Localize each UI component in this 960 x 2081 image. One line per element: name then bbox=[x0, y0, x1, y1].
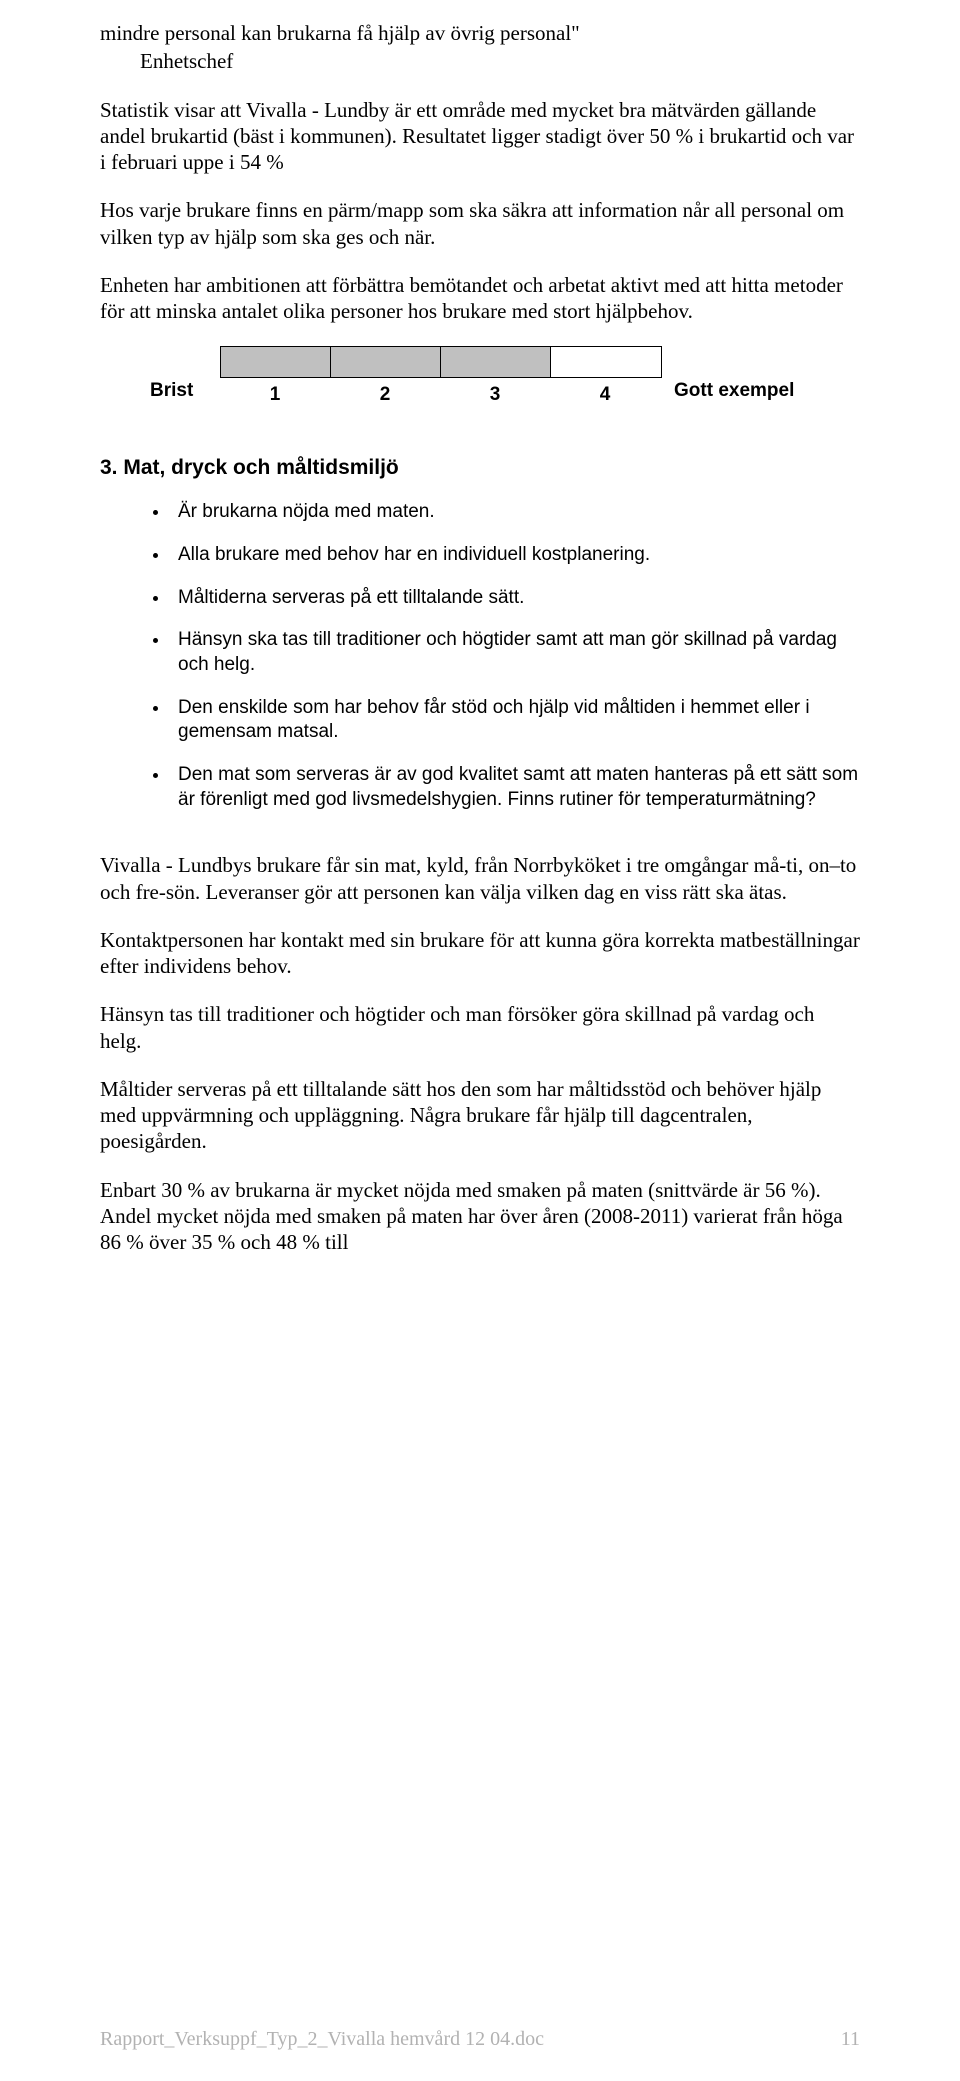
rating-grid: 1 2 3 4 bbox=[220, 346, 662, 406]
list-item: Alla brukare med behov har en individuel… bbox=[170, 543, 860, 568]
document-page: mindre personal kan brukarna få hjälp av… bbox=[0, 0, 960, 2081]
quote-attribution: Enhetschef bbox=[140, 48, 860, 74]
rating-box-3 bbox=[441, 347, 551, 377]
section-3-p5: Enbart 30 % av brukarna är mycket nöjda … bbox=[100, 1177, 860, 1256]
rating-num-4: 4 bbox=[550, 384, 660, 406]
intro-paragraph-3: Enheten har ambitionen att förbättra bem… bbox=[100, 272, 860, 325]
quote-line: mindre personal kan brukarna få hjälp av… bbox=[100, 20, 860, 46]
section-3-heading: 3. Mat, dryck och måltidsmiljö bbox=[100, 456, 860, 480]
rating-label-left: Brist bbox=[150, 346, 220, 402]
list-item: Måltiderna serveras på ett tilltalande s… bbox=[170, 586, 860, 611]
rating-scale: Brist 1 2 3 4 Gott exempel bbox=[100, 346, 860, 406]
intro-paragraph-1: Statistik visar att Vivalla - Lundby är … bbox=[100, 97, 860, 176]
list-item: Är brukarna nöjda med maten. bbox=[170, 500, 860, 525]
section-3-bullets: Är brukarna nöjda med maten. Alla brukar… bbox=[100, 500, 860, 812]
rating-boxes bbox=[220, 346, 662, 378]
rating-box-2 bbox=[331, 347, 441, 377]
rating-box-1 bbox=[221, 347, 331, 377]
list-item: Den enskilde som har behov får stöd och … bbox=[170, 696, 860, 745]
rating-num-2: 2 bbox=[330, 384, 440, 406]
section-3-p1: Vivalla - Lundbys brukare får sin mat, k… bbox=[100, 852, 860, 905]
rating-label-right: Gott exempel bbox=[674, 346, 794, 402]
list-item: Hänsyn ska tas till traditioner och högt… bbox=[170, 628, 860, 677]
intro-paragraph-2: Hos varje brukare finns en pärm/mapp som… bbox=[100, 197, 860, 250]
rating-box-4 bbox=[551, 347, 661, 377]
section-3-p3: Hänsyn tas till traditioner och högtider… bbox=[100, 1001, 860, 1054]
rating-numbers: 1 2 3 4 bbox=[220, 384, 662, 406]
rating-num-3: 3 bbox=[440, 384, 550, 406]
footer-filename: Rapport_Verksuppf_Typ_2_Vivalla hemvård … bbox=[100, 2028, 544, 2051]
rating-num-1: 1 bbox=[220, 384, 330, 406]
page-footer: Rapport_Verksuppf_Typ_2_Vivalla hemvård … bbox=[100, 2028, 860, 2051]
footer-page-number: 11 bbox=[841, 2028, 860, 2051]
list-item: Den mat som serveras är av god kvalitet … bbox=[170, 763, 860, 812]
section-3-p4: Måltider serveras på ett tilltalande sät… bbox=[100, 1076, 860, 1155]
section-3-p2: Kontaktpersonen har kontakt med sin bruk… bbox=[100, 927, 860, 980]
